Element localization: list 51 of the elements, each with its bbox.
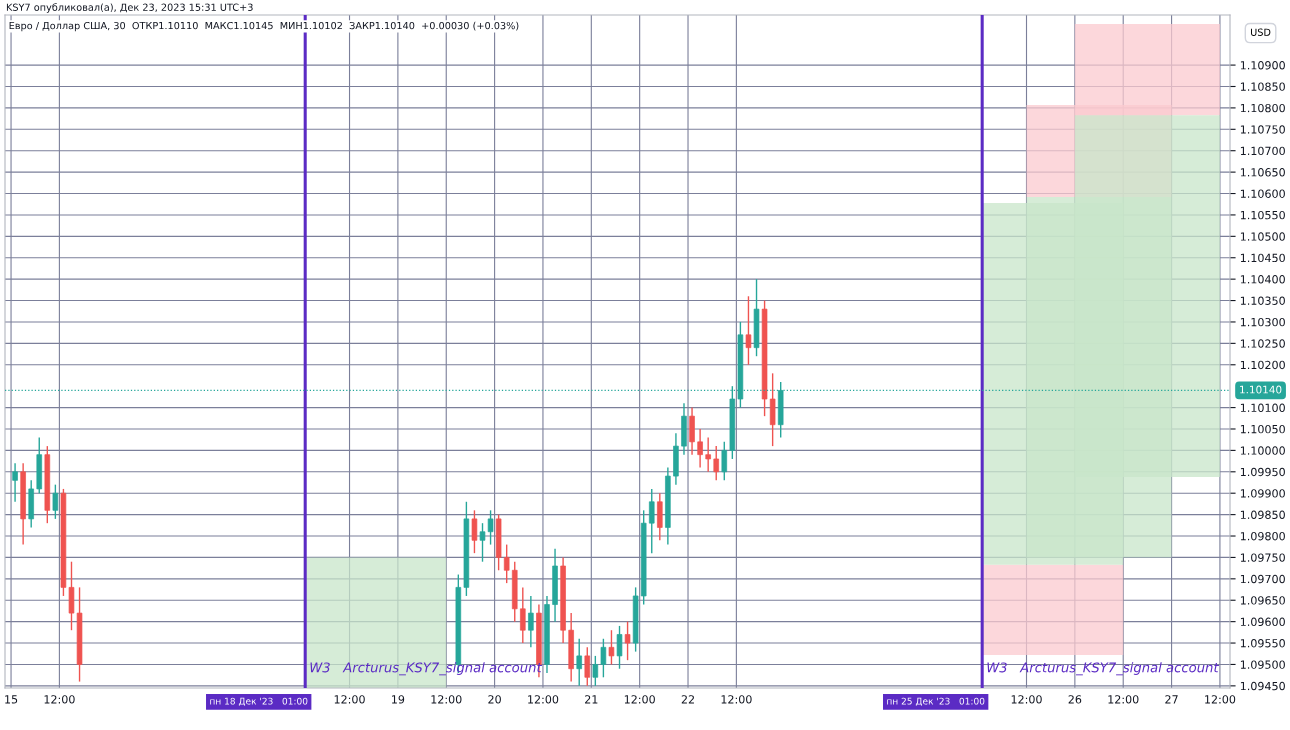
y-tick-label: 1.10050 — [1240, 424, 1285, 434]
y-tick-label: 1.09750 — [1240, 553, 1285, 562]
y-tick-label: 1.09900 — [1240, 489, 1285, 498]
y-tick-label: 1.10550 — [1240, 210, 1285, 220]
y-tick-label: 1.10250 — [1240, 339, 1285, 348]
ref-line-label: пн 18 Дек '23 01:00 — [210, 697, 308, 706]
y-tick-label: 1.10850 — [1240, 82, 1285, 91]
x-tick-label: 12:00 — [44, 695, 75, 704]
x-tick-label: 12:00 — [624, 695, 655, 704]
y-tick-label: 1.09650 — [1240, 596, 1285, 605]
y-axis-title: USD — [1251, 28, 1271, 36]
ref-line-label: пн 25 Дек '23 01:00 — [887, 697, 985, 706]
y-tick-label: 1.10400 — [1240, 275, 1285, 284]
y-tick-label: 1.10600 — [1240, 189, 1285, 198]
chart-title: KSY7 опубликовал(а), Дек 23, 2023 15:31 UTC+3 — [6, 3, 253, 13]
x-tick-label: 21 — [585, 695, 598, 704]
ref-line-label: 1.10140 — [1240, 385, 1282, 394]
x-tick-label: 27 — [1165, 695, 1178, 704]
y-tick-label: 1.10800 — [1240, 103, 1285, 113]
x-tick-label: 12:00 — [528, 695, 559, 704]
x-tick-label: 19 — [392, 695, 405, 704]
x-tick-label: 20 — [488, 695, 501, 704]
y-tick-label: 1.10350 — [1240, 296, 1285, 305]
y-tick-label: 1.09700 — [1240, 574, 1285, 584]
y-tick-label: 1.10200 — [1240, 360, 1285, 370]
y-tick-label: 1.10450 — [1240, 253, 1285, 263]
x-tick-label: 12:00 — [334, 695, 365, 704]
x-tick-label: 26 — [1068, 695, 1082, 704]
x-tick-label: 15 — [5, 695, 18, 704]
y-tick-label: 1.10300 — [1240, 317, 1285, 327]
x-tick-label: 12:00 — [1205, 695, 1236, 704]
x-tick-label: 12:00 — [721, 695, 752, 704]
y-tick-label: 1.10500 — [1240, 232, 1285, 241]
y-tick-label: 1.09550 — [1240, 639, 1285, 648]
y-tick-label: 1.10100 — [1240, 403, 1285, 412]
x-tick-label: 22 — [681, 695, 694, 704]
text: Евро / Доллар США, 30 ОТКР1.10110 МАКС1.10145 МИН1.10102 ЗАКР1.10140 +0.00030 (+0.03%) — [9, 21, 519, 32]
y-tick-label: 1.09800 — [1240, 531, 1285, 541]
x-tick-label: 12:00 — [431, 695, 462, 704]
y-tick-label: 1.09850 — [1240, 510, 1285, 519]
y-tick-label: 1.09450 — [1240, 681, 1285, 691]
y-tick-label: 1.09600 — [1240, 617, 1285, 627]
y-tick-label: 1.10750 — [1240, 125, 1285, 134]
x-tick-label: 12:00 — [1011, 695, 1042, 704]
y-tick-label: 1.09950 — [1240, 467, 1285, 477]
y-tick-label: 1.10700 — [1240, 146, 1285, 156]
y-tick-label: 1.10000 — [1240, 446, 1285, 455]
y-tick-label: 1.10900 — [1240, 61, 1285, 70]
x-tick-label: 12:00 — [1108, 695, 1139, 704]
y-tick-label: 1.10650 — [1240, 168, 1285, 177]
y-tick-label: 1.09500 — [1240, 660, 1285, 669]
